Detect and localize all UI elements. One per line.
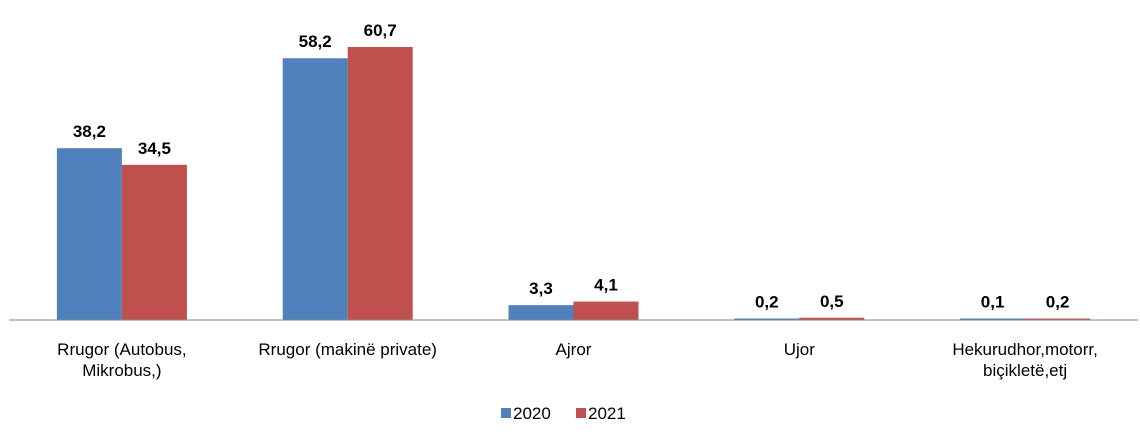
value-label-2020-4: 0,2 [755,293,779,312]
bar-2020-4 [734,318,800,320]
legend-label-2021: 2021 [588,404,626,423]
value-label-2021-1: 34,5 [138,139,171,158]
category-label-5-line-1: Hekurudhor,motorr, [952,340,1098,359]
bar-2021-2 [347,47,413,320]
value-label-2020-5: 0,1 [981,293,1005,312]
category-label-1-line-2: Mikrobus,) [82,361,161,380]
value-labels-layer: 38,2 34,5 58,2 60,7 3,3 4,1 0,2 0,5 0,1 0,2 [73,21,1070,312]
category-label-1-line-1: Rrugor (Autobus, [57,340,186,359]
legend-label-2020: 2020 [513,404,551,423]
bar-2021-5 [1025,318,1091,320]
category-label-2: Rrugor (makinë private) [258,340,437,359]
value-label-2021-5: 0,2 [1046,293,1070,312]
category-labels-layer: Rrugor (Autobus, Mikrobus,) Rrugor (makinë… [57,340,1098,380]
bar-2021-1 [121,164,187,320]
bar-2020-5 [960,318,1026,320]
bar-2020-1 [56,148,122,320]
bar-2021-4 [799,317,865,320]
category-label-4: Ujor [784,340,816,359]
value-label-2021-2: 60,7 [364,21,397,40]
value-label-2020-2: 58,2 [299,32,332,51]
value-label-2021-3: 4,1 [594,276,618,295]
legend: 2020 2021 [501,404,626,423]
category-label-5-line-2: biçikletë,etj [983,361,1067,380]
bar-2020-2 [282,58,348,320]
legend-swatch-2021 [576,408,586,418]
legend-swatch-2020 [501,408,511,418]
bars-layer [56,47,1091,320]
bar-2021-3 [573,301,639,320]
category-label-3: Ajror [556,340,592,359]
value-label-2020-1: 38,2 [73,122,106,141]
value-label-2020-3: 3,3 [529,279,553,298]
bar-2020-3 [508,305,574,320]
value-label-2021-4: 0,5 [820,292,844,311]
